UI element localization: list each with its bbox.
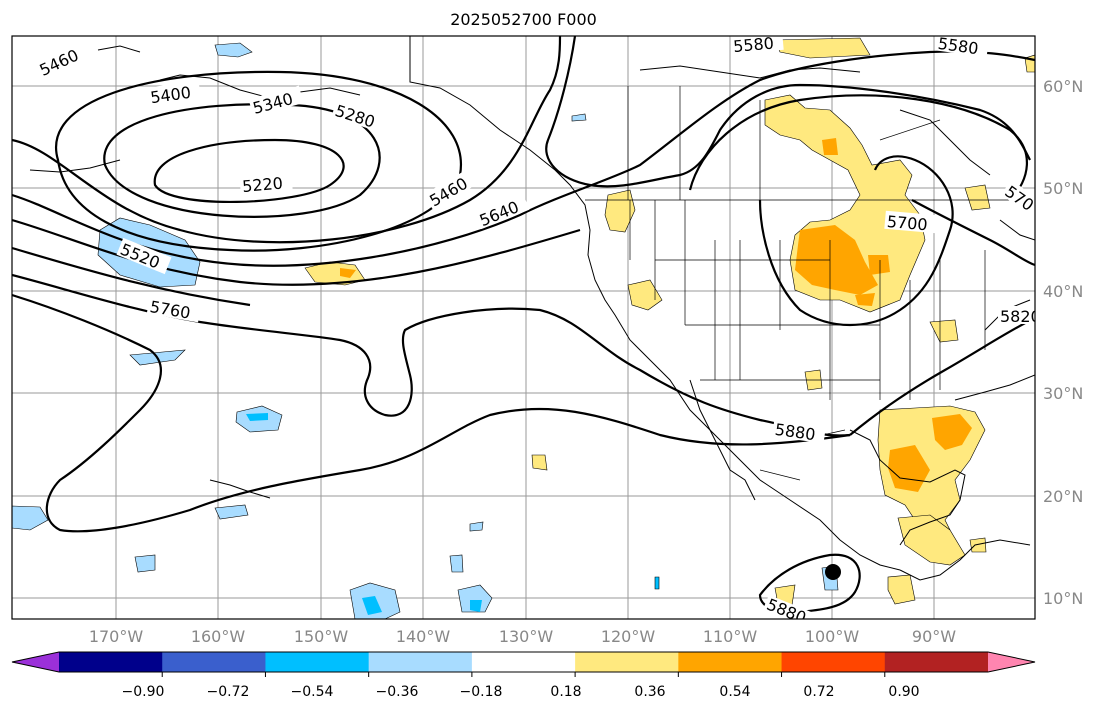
lat-label: 50°N — [1043, 179, 1083, 198]
lon-label: 160°W — [191, 627, 246, 646]
colorbar-tick-label: −0.18 — [460, 684, 503, 700]
colorbar-tick-label: −0.72 — [207, 684, 250, 700]
lon-label: 90°W — [912, 627, 956, 646]
colorbar-arrow-right — [988, 652, 1035, 672]
lon-label: 170°W — [89, 627, 144, 646]
lon-label: 100°W — [805, 627, 860, 646]
colorbar-cell — [471, 652, 576, 672]
map-title: 2025052700 F000 — [450, 10, 597, 29]
colorbar-cell — [575, 652, 679, 672]
colorbar-arrow-left — [12, 652, 59, 672]
colorbar-cell — [368, 652, 473, 672]
colorbar-tick-label: 0.90 — [888, 684, 919, 700]
lon-label: 110°W — [703, 627, 758, 646]
colorbar-tick-label: −0.36 — [376, 684, 419, 700]
positive-shading — [304, 37, 1035, 606]
lon-label: 140°W — [396, 627, 451, 646]
map-area — [12, 36, 1035, 619]
colorbar-tick-label: 0.18 — [550, 684, 581, 700]
lon-label: 120°W — [601, 627, 656, 646]
location-marker-dot — [825, 564, 841, 580]
lat-label: 20°N — [1043, 487, 1083, 506]
lat-label: 30°N — [1043, 384, 1083, 403]
colorbar-cell — [678, 652, 783, 672]
colorbar-cell — [162, 652, 266, 672]
lat-label: 40°N — [1043, 282, 1083, 301]
lon-label: 130°W — [499, 627, 554, 646]
lat-label: 10°N — [1043, 589, 1083, 608]
contour-label: 5820 — [1000, 307, 1041, 326]
colorbar-tick-label: 0.54 — [719, 684, 750, 700]
colorbar-cell — [59, 652, 163, 672]
colorbar-tick-label: −0.54 — [291, 684, 334, 700]
contour-label: 5580 — [732, 34, 774, 56]
colorbar-tick-label: −0.90 — [122, 684, 165, 700]
colorbar-cell — [781, 652, 886, 672]
colorbar-tick-label: 0.36 — [634, 684, 665, 700]
contour-label: 5580 — [937, 34, 980, 58]
contour-label: 5700 — [886, 212, 928, 234]
map-frame — [11, 35, 1036, 620]
colorbar-cell — [884, 652, 989, 672]
contour-label: 5220 — [241, 174, 283, 196]
lon-label: 150°W — [294, 627, 349, 646]
colorbar-cell — [265, 652, 370, 672]
colorbar: −0.90 −0.72 −0.54 −0.36 −0.18 0.18 0.36 … — [11, 651, 1036, 700]
colorbar-tick-label: 0.72 — [803, 684, 834, 700]
lat-label: 60°N — [1043, 77, 1083, 96]
